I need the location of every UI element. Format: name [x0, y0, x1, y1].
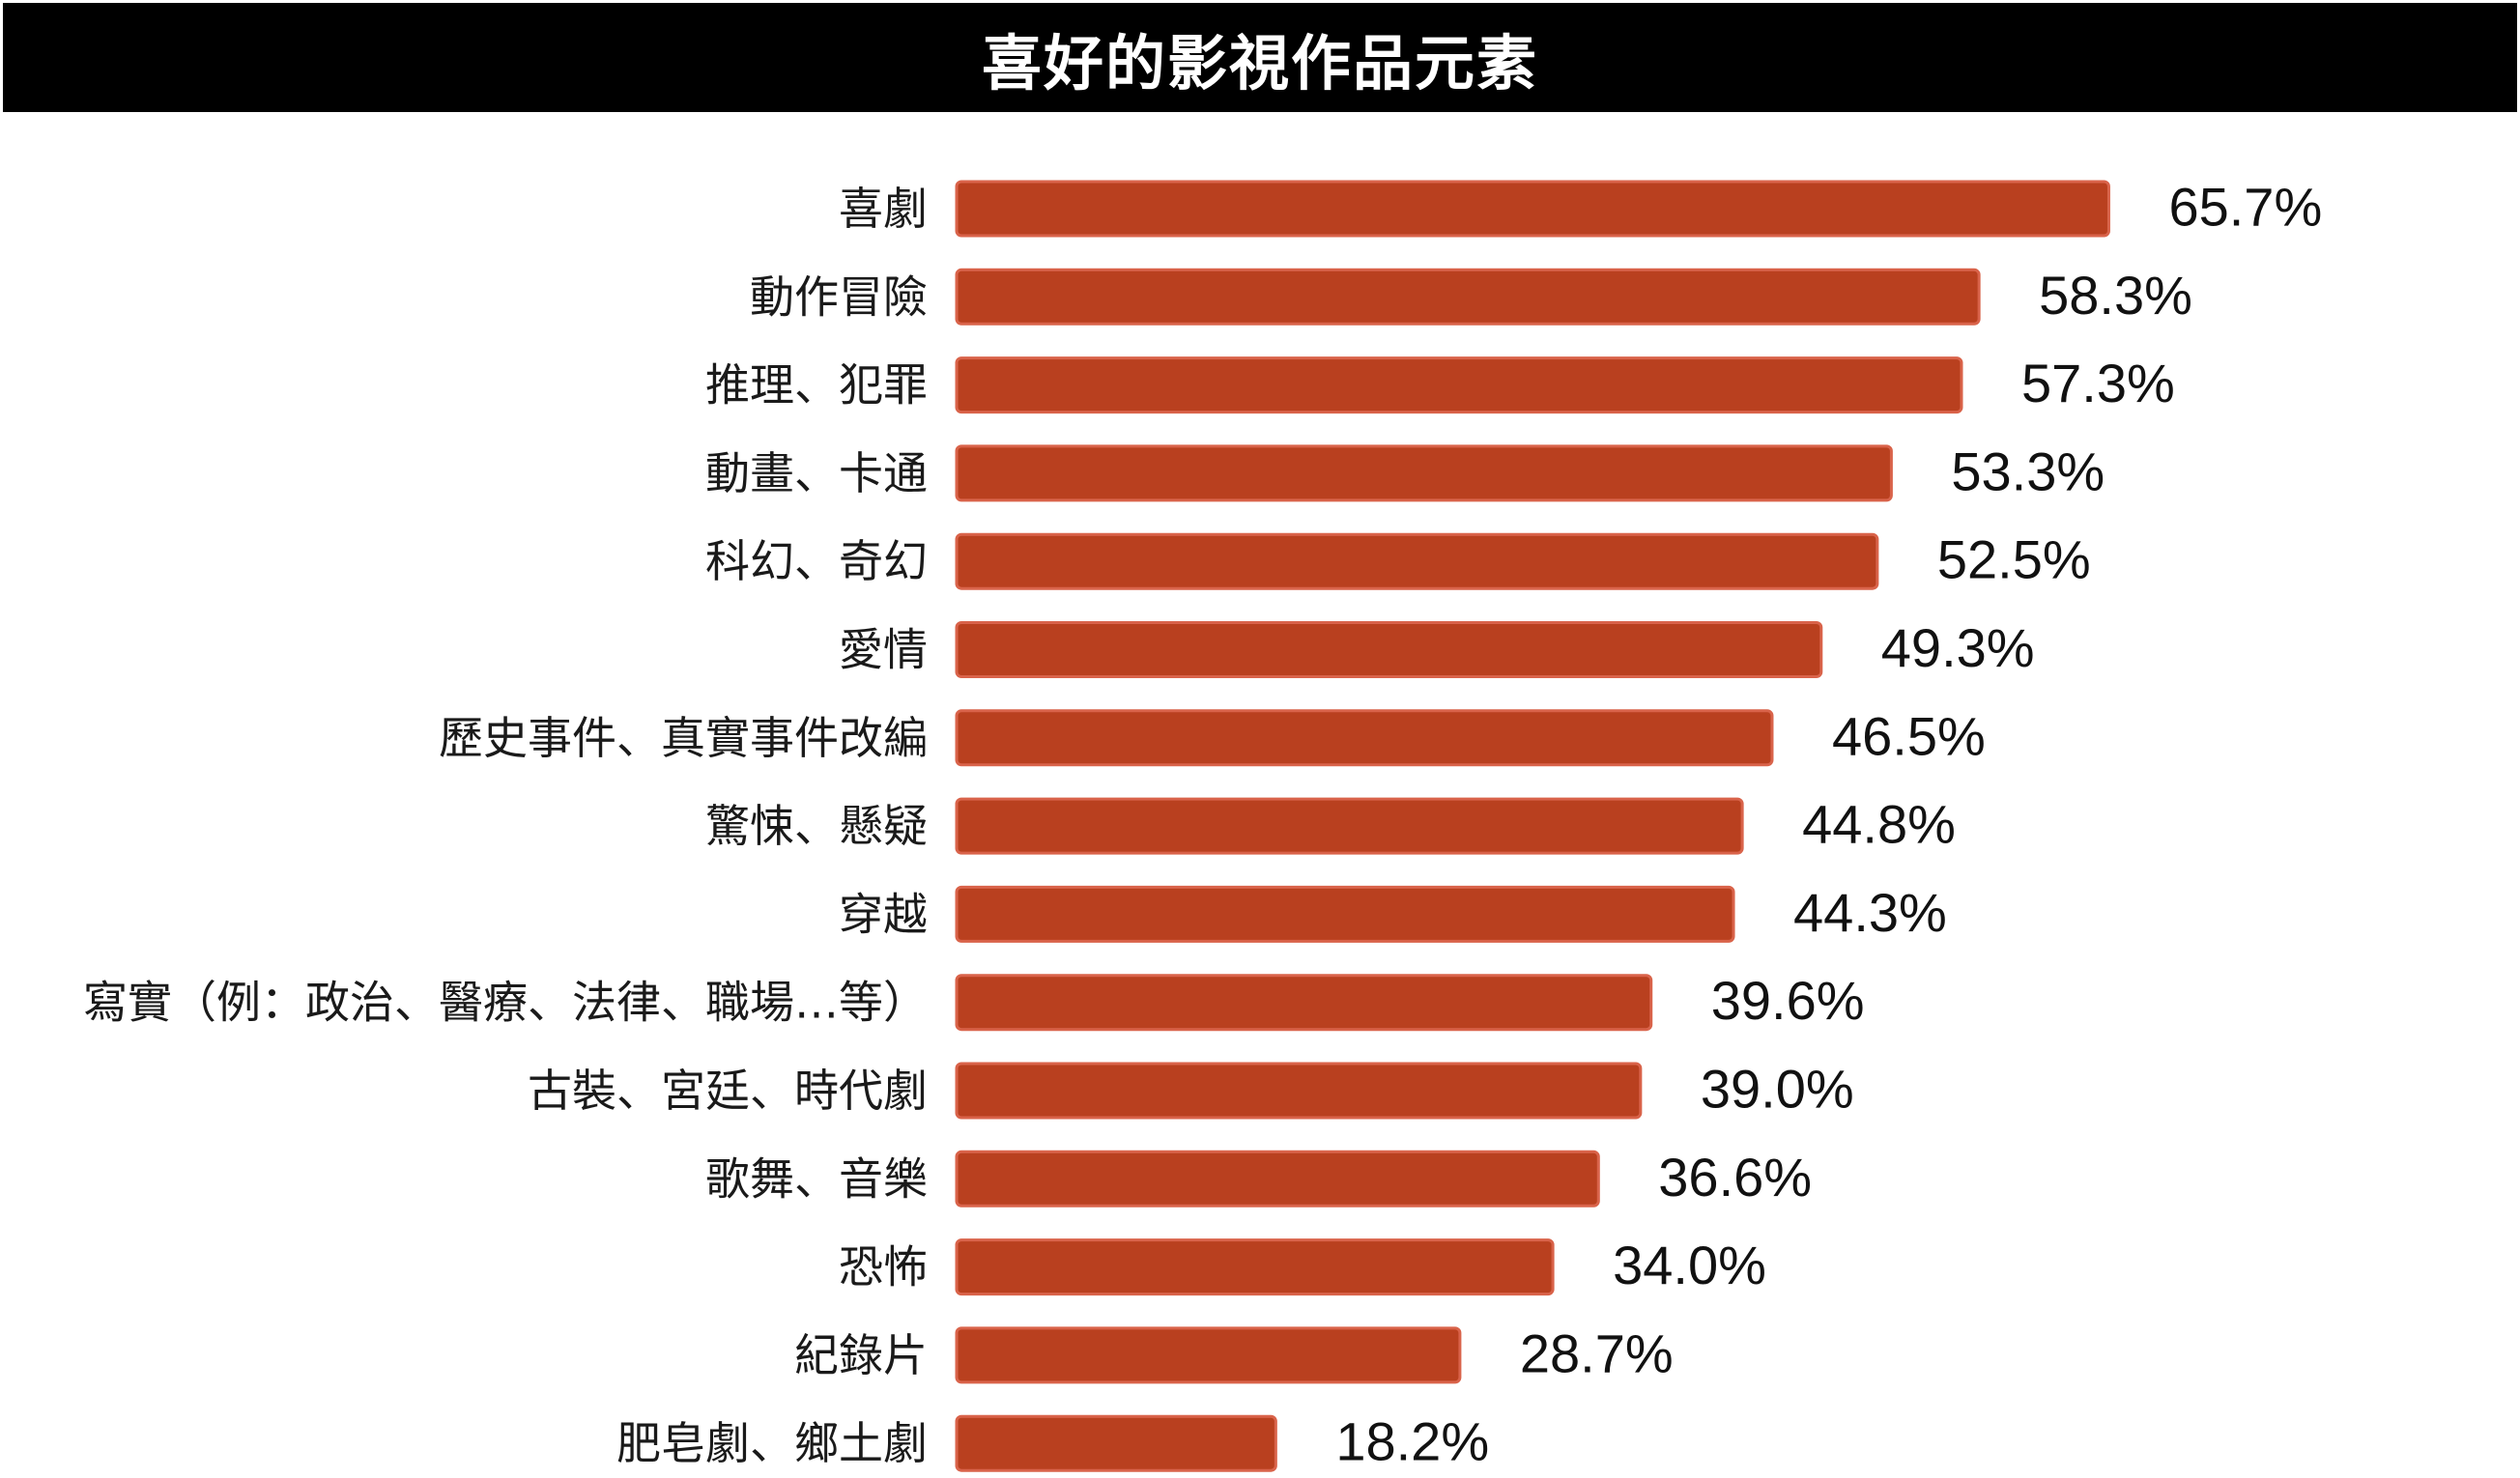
value-label-2: 57.3%: [2021, 353, 2175, 413]
bar-11: [955, 1150, 1600, 1208]
bar-5: [955, 621, 1823, 678]
bar-4: [955, 532, 1879, 590]
value-label-1: 58.3%: [2039, 265, 2192, 326]
value-label-6: 46.5%: [1832, 705, 1986, 766]
bar-13: [955, 1326, 1462, 1384]
value-label-8: 44.3%: [1793, 882, 1947, 943]
value-label-3: 53.3%: [1951, 441, 2105, 501]
category-label-13: 紀錄片: [794, 1329, 928, 1381]
category-label-0: 喜劇: [839, 183, 928, 235]
chart-title: 喜好的影視作品元素: [981, 27, 1538, 99]
category-label-11: 歌舞、音樂: [705, 1152, 928, 1205]
category-label-14: 肥皂劇、鄉土劇: [616, 1417, 928, 1469]
category-label-6: 歷史事件、真實事件改編: [439, 712, 928, 764]
bar-1: [955, 268, 1981, 326]
value-label-13: 28.7%: [1520, 1322, 1674, 1383]
bar-8: [955, 885, 1735, 943]
category-label-7: 驚悚、懸疑: [705, 800, 928, 852]
bar-3: [955, 444, 1893, 502]
category-label-9: 寫實（例：政治、醫療、法律、職場…等）: [83, 977, 928, 1029]
value-label-12: 34.0%: [1613, 1235, 1766, 1295]
value-label-14: 18.2%: [1335, 1411, 1489, 1472]
bar-9: [955, 974, 1653, 1032]
value-label-7: 44.8%: [1802, 794, 1956, 855]
category-label-4: 科幻、奇幻: [705, 535, 928, 587]
category-label-10: 古裝、宮廷、時代劇: [528, 1065, 928, 1117]
category-label-2: 推理、犯罪: [705, 359, 928, 412]
bar-7: [955, 797, 1744, 855]
bar-6: [955, 709, 1774, 767]
value-label-4: 52.5%: [1937, 529, 2091, 590]
category-label-5: 愛情: [839, 624, 928, 676]
category-label-3: 動畫、卡通: [705, 447, 928, 499]
bar-12: [955, 1238, 1555, 1296]
value-label-5: 49.3%: [1881, 617, 2035, 678]
value-label-0: 65.7%: [2168, 177, 2322, 238]
value-label-9: 39.6%: [1711, 970, 1865, 1031]
value-label-10: 39.0%: [1701, 1059, 1854, 1120]
chart-title-bar: 喜好的影視作品元素: [3, 3, 2517, 112]
category-label-12: 恐怖: [839, 1241, 928, 1293]
bar-14: [955, 1414, 1277, 1472]
bar-2: [955, 356, 1963, 414]
category-label-1: 動作冒險: [750, 270, 928, 323]
category-label-8: 穿越: [839, 888, 928, 940]
bar-0: [955, 180, 2110, 238]
bar-10: [955, 1062, 1643, 1120]
value-label-11: 36.6%: [1658, 1147, 1812, 1208]
